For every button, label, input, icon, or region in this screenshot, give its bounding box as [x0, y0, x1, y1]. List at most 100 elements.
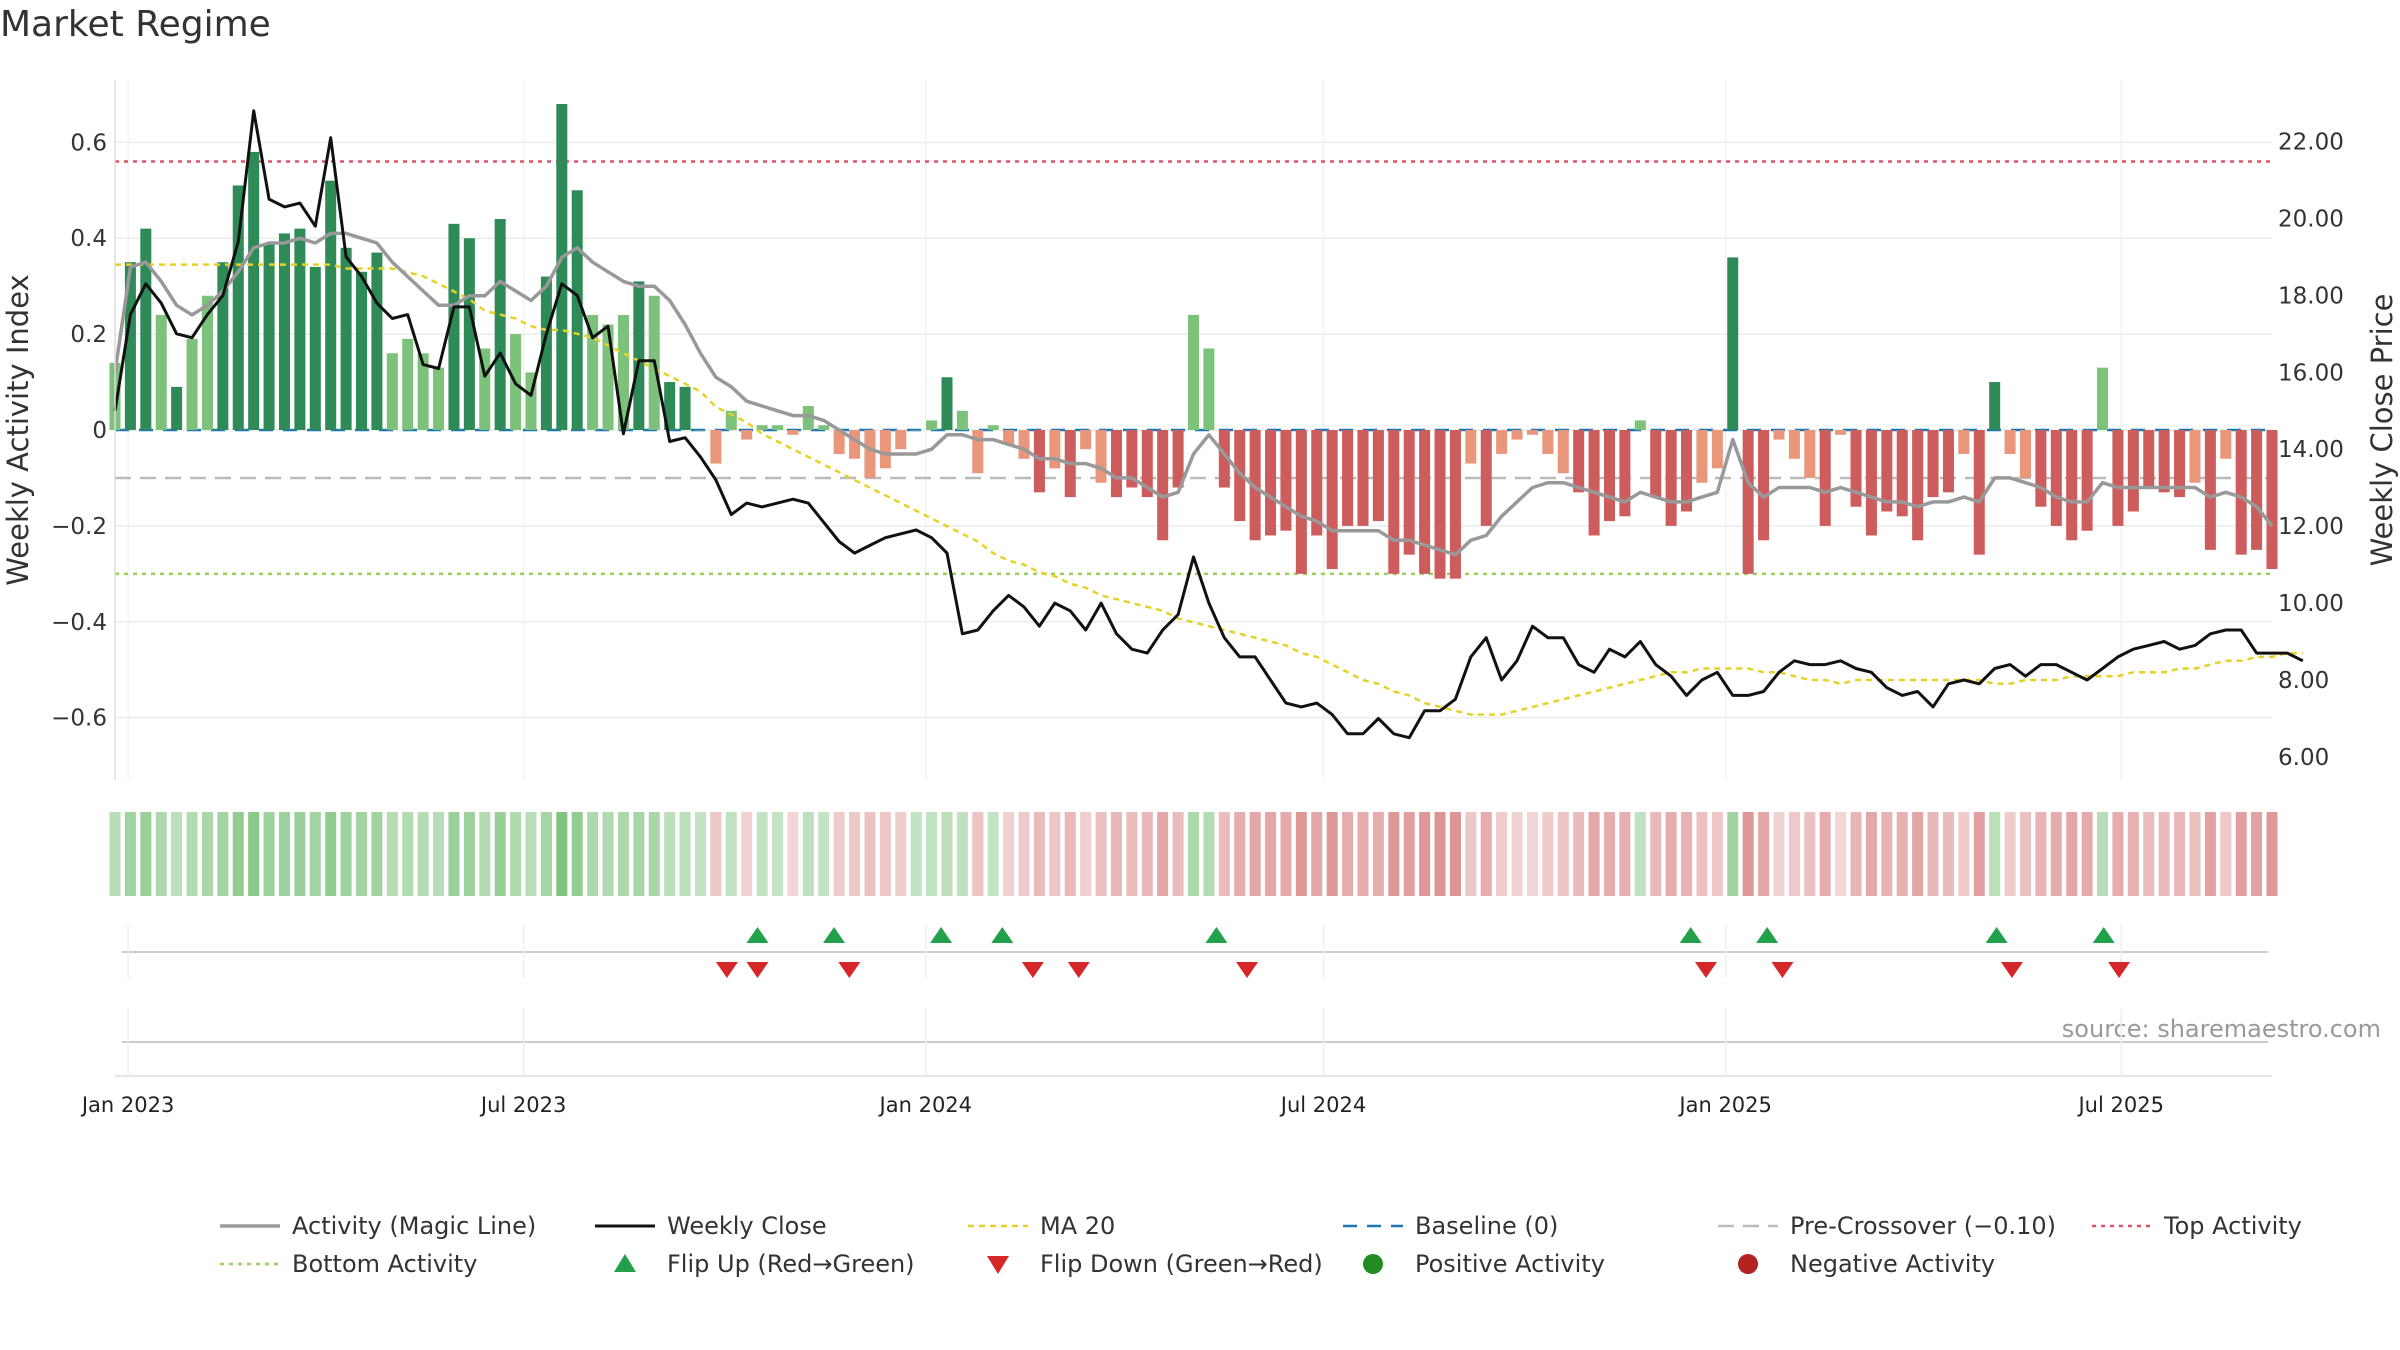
legend-label: Top Activity	[2163, 1212, 2302, 1240]
activity-bar	[1126, 430, 1138, 488]
activity-bar	[1912, 430, 1924, 541]
y2-tick-label: 18.00	[2278, 283, 2344, 309]
regime-cell	[494, 812, 506, 896]
regime-cell	[1758, 812, 1770, 896]
regime-cell	[2004, 812, 2016, 896]
x-tick-label: Jan 2024	[878, 1093, 973, 1117]
legend-swatch-flip-down	[987, 1256, 1009, 1274]
flip-up-marker	[1756, 927, 1779, 943]
flip-up-marker	[1679, 927, 1702, 943]
activity-bar	[1665, 430, 1677, 526]
activity-bar	[1573, 430, 1585, 493]
regime-cell	[2189, 812, 2201, 896]
activity-bar	[1187, 314, 1200, 430]
activity-bar	[1265, 430, 1277, 536]
flip-up-marker	[991, 927, 1014, 943]
regime-cell	[1265, 812, 1277, 896]
regime-cell	[433, 812, 445, 896]
regime-cell	[1003, 812, 1015, 896]
y2-tick-label: 16.00	[2278, 360, 2344, 386]
activity-bar	[1049, 430, 1061, 469]
regime-cell	[1958, 812, 1970, 896]
regime-cell	[2019, 812, 2031, 896]
y-tick-label: 0.4	[70, 226, 107, 252]
regime-cell	[1141, 812, 1153, 896]
regime-cell	[1218, 812, 1230, 896]
y2-tick-label: 8.00	[2278, 668, 2329, 694]
regime-cell	[463, 812, 475, 896]
regime-cell	[2097, 812, 2109, 896]
x-tick-label: Jul 2023	[479, 1093, 566, 1117]
regime-cell	[2112, 812, 2124, 896]
regime-cell	[1927, 812, 1939, 896]
regime-cell	[1896, 812, 1908, 896]
activity-bar	[294, 228, 306, 430]
activity-bar	[171, 386, 183, 430]
regime-cell	[587, 812, 599, 896]
y-tick-label: −0.6	[51, 706, 107, 732]
activity-bar	[1357, 430, 1369, 526]
regime-cell	[602, 812, 614, 896]
activity-bar	[1619, 430, 1631, 517]
regime-cell	[1033, 812, 1045, 896]
regime-cell	[818, 812, 830, 896]
activity-bar	[1881, 430, 1893, 512]
y-tick-label: 0	[92, 418, 107, 444]
activity-bar	[479, 348, 491, 430]
activity-bar	[664, 382, 676, 430]
regime-cell	[1449, 812, 1461, 896]
activity-bar	[571, 190, 583, 430]
regime-cell	[849, 812, 861, 896]
regime-cell	[956, 812, 968, 896]
activity-bar	[1141, 430, 1153, 498]
activity-bar	[756, 425, 768, 430]
flip-up-marker	[930, 927, 953, 943]
regime-cell	[1511, 812, 1523, 896]
regime-cell	[2143, 812, 2155, 896]
regime-cell	[1110, 812, 1122, 896]
regime-cell	[1819, 812, 1831, 896]
regime-cell	[926, 812, 938, 896]
activity-bar	[417, 353, 429, 430]
regime-cell	[2204, 812, 2216, 896]
regime-cell	[1973, 812, 1985, 896]
activity-bar	[1172, 430, 1184, 488]
activity-bar	[2204, 430, 2216, 550]
regime-cell	[1942, 812, 1954, 896]
legend-label: Weekly Close	[667, 1212, 827, 1240]
regime-cell	[1434, 812, 1446, 896]
regime-cell	[109, 812, 121, 896]
activity-bar	[1326, 430, 1338, 570]
flip-down-marker	[1021, 962, 1044, 978]
legend-label: Negative Activity	[1790, 1250, 1995, 1278]
activity-bar	[2251, 430, 2263, 550]
regime-cell	[2158, 812, 2170, 896]
activity-bar	[2081, 430, 2093, 531]
regime-cell	[725, 812, 737, 896]
regime-cell	[309, 812, 321, 896]
activity-bar	[1773, 430, 1785, 440]
regime-cell	[1865, 812, 1877, 896]
activity-bar	[941, 377, 953, 430]
activity-bar	[926, 420, 938, 430]
activity-bar	[1681, 430, 1693, 512]
regime-cell	[2251, 812, 2263, 896]
regime-cell	[1727, 812, 1739, 896]
reference-lines	[115, 160, 2272, 576]
regime-cell	[2081, 812, 2093, 896]
regime-cell	[325, 812, 337, 896]
flip-down-marker	[2000, 962, 2023, 978]
regime-cell	[571, 812, 583, 896]
regime-cell	[864, 812, 876, 896]
legend-swatch-pos_dot	[1363, 1254, 1383, 1274]
regime-cell	[1480, 812, 1492, 896]
regime-cell	[417, 812, 429, 896]
activity-bar	[1295, 430, 1307, 574]
activity-bar	[1342, 430, 1354, 526]
regime-cell	[1573, 812, 1585, 896]
flip-markers	[115, 925, 2272, 1077]
activity-bar	[201, 295, 213, 430]
legend-label: Positive Activity	[1415, 1250, 1605, 1278]
regime-cell	[386, 812, 398, 896]
regime-cell	[633, 812, 645, 896]
